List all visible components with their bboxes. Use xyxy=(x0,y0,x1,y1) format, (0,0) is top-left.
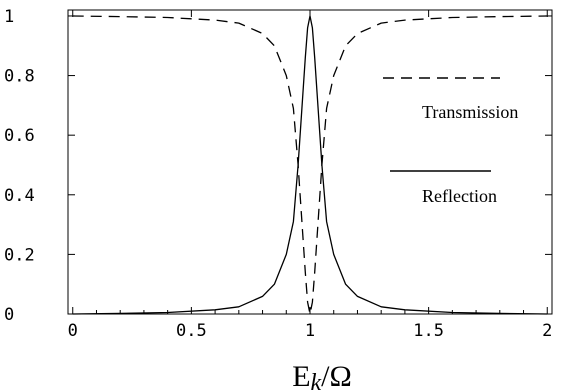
axes: 0 0.5 1 1.5 2 0 0.2 0.4 0.6 0.8 1 xyxy=(4,7,553,341)
plot-frame xyxy=(67,9,553,315)
x-tick-label: 0 xyxy=(68,321,78,341)
y-tick-label: 1 xyxy=(4,7,14,27)
plot-series xyxy=(72,15,548,315)
x-axis-label-main: E xyxy=(292,360,310,392)
x-tick-label: 1 xyxy=(305,321,315,341)
x-tick-label: 1.5 xyxy=(413,321,444,341)
series-reflection-line xyxy=(72,15,548,315)
y-tick-label: 0.4 xyxy=(4,186,35,206)
legend: Transmission Reflection xyxy=(383,77,518,206)
series-transmission-line xyxy=(72,15,548,315)
y-tick-label: 0.6 xyxy=(4,126,35,146)
y-tick-label: 0.2 xyxy=(4,245,35,265)
x-axis-label-subscript: k xyxy=(311,370,322,392)
x-tick-label: 2 xyxy=(542,321,552,341)
y-tick-label: 0.8 xyxy=(4,67,35,87)
legend-transmission-label: Transmission xyxy=(422,102,518,122)
x-axis-label: Ek/Ω xyxy=(292,360,352,392)
x-axis-label-tail: /Ω xyxy=(321,360,352,392)
x-tick-label: 0.5 xyxy=(176,321,207,341)
legend-reflection-label: Reflection xyxy=(422,186,497,206)
y-tick-label: 0 xyxy=(4,305,14,325)
